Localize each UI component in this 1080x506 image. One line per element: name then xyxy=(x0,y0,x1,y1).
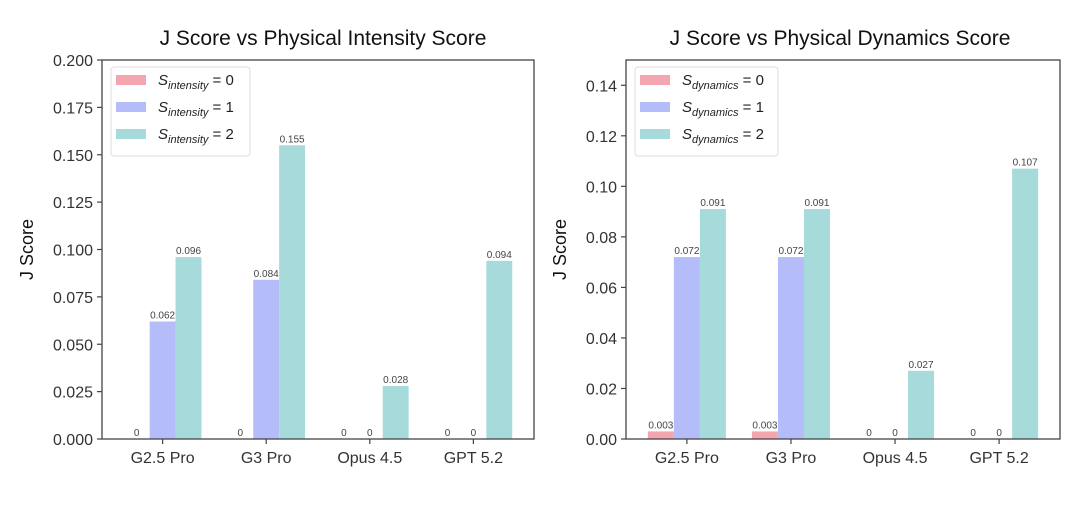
bar xyxy=(751,431,778,439)
y-tick-label: 0.04 xyxy=(586,331,617,348)
bar-value-label: 0.003 xyxy=(648,420,673,431)
legend-label: Sdynamics = 2 xyxy=(682,126,764,146)
bar-value-label: 0.003 xyxy=(752,420,777,431)
legend-swatch xyxy=(640,102,670,112)
legend-swatch xyxy=(640,75,670,85)
x-tick-label: GPT 5.2 xyxy=(444,450,503,467)
bar-value-label: 0.091 xyxy=(700,198,725,209)
intensity-chart: J Score vs Physical Intensity Score J Sco… xyxy=(17,27,535,467)
legend-label: Sdynamics = 1 xyxy=(682,99,764,119)
bar-value-label: 0.072 xyxy=(674,246,699,257)
bar-value-label: 0.155 xyxy=(280,134,305,145)
x-tick-label: Opus 4.5 xyxy=(337,450,402,467)
bar-value-label: 0 xyxy=(238,428,244,439)
bar xyxy=(253,279,280,439)
bar xyxy=(279,145,306,439)
y-tick-label: 0.025 xyxy=(53,385,93,402)
y-tick-label: 0.125 xyxy=(53,195,93,212)
y-axis-label: J Score xyxy=(17,219,37,280)
bar xyxy=(803,209,830,439)
y-tick-label: 0.175 xyxy=(53,100,93,117)
y-tick-label: 0.08 xyxy=(586,230,617,247)
bar xyxy=(149,321,176,439)
y-tick-label: 0.075 xyxy=(53,290,93,307)
dynamics-chart: J Score vs Physical Dynamics Score J Scor… xyxy=(550,27,1061,467)
bar xyxy=(673,257,700,439)
bar-value-label: 0 xyxy=(367,428,373,439)
bar-value-label: 0.107 xyxy=(1013,158,1038,169)
x-tick-label: G2.5 Pro xyxy=(655,450,719,467)
chart-title: J Score vs Physical Intensity Score xyxy=(160,27,487,50)
legend-swatch xyxy=(116,102,146,112)
y-tick-label: 0.10 xyxy=(586,179,617,196)
bar-value-label: 0 xyxy=(892,428,898,439)
legend-swatch xyxy=(116,129,146,139)
x-tick-label: Opus 4.5 xyxy=(863,450,928,467)
legend-swatch xyxy=(640,129,670,139)
bar xyxy=(777,257,804,439)
bar-value-label: 0.094 xyxy=(487,250,512,261)
y-tick-label: 0.06 xyxy=(586,280,617,297)
bar-value-label: 0.091 xyxy=(804,198,829,209)
x-tick-label: GPT 5.2 xyxy=(969,450,1028,467)
bar-value-label: 0.027 xyxy=(909,360,934,371)
y-tick-label: 0.00 xyxy=(586,432,617,449)
x-tick-label: G3 Pro xyxy=(766,450,817,467)
bar xyxy=(699,209,726,439)
bar-value-label: 0 xyxy=(866,428,872,439)
legend-box xyxy=(634,66,779,157)
y-tick-label: 0.100 xyxy=(53,243,93,260)
bar-value-label: 0 xyxy=(471,428,477,439)
legend-swatch xyxy=(116,75,146,85)
bar-value-label: 0 xyxy=(134,428,140,439)
bar-value-label: 0 xyxy=(445,428,451,439)
x-tick-label: G2.5 Pro xyxy=(131,450,195,467)
bar-value-label: 0.084 xyxy=(254,269,279,280)
legend-label: Sintensity = 1 xyxy=(158,99,234,119)
bar-value-label: 0 xyxy=(970,428,976,439)
axes-frame xyxy=(625,59,1061,440)
bar-value-label: 0.072 xyxy=(778,246,803,257)
y-axis-label: J Score xyxy=(550,219,570,280)
bar-value-label: 0 xyxy=(341,428,347,439)
y-tick-label: 0.200 xyxy=(53,53,93,70)
legend-label: Sintensity = 0 xyxy=(158,72,234,92)
y-tick-label: 0.02 xyxy=(586,381,617,398)
y-tick-label: 0.150 xyxy=(53,148,93,165)
legend-label: Sdynamics = 0 xyxy=(682,72,764,92)
y-tick-label: 0.12 xyxy=(586,129,617,146)
y-tick-label: 0.14 xyxy=(586,78,617,95)
legend: Sintensity = 0 Sintensity = 1 Sintensity =… xyxy=(110,66,251,157)
bar xyxy=(1012,168,1039,439)
bar-value-label: 0.028 xyxy=(383,375,408,386)
chart-title: J Score vs Physical Dynamics Score xyxy=(670,27,1011,50)
bar xyxy=(647,431,674,439)
legend-label: Sintensity = 2 xyxy=(158,126,234,146)
bar xyxy=(908,370,935,439)
bar xyxy=(175,257,202,439)
y-tick-label: 0.000 xyxy=(53,432,93,449)
x-tick-label: G3 Pro xyxy=(241,450,292,467)
bar xyxy=(382,385,409,439)
bar-value-label: 0 xyxy=(996,428,1002,439)
bar-value-label: 0.062 xyxy=(150,311,175,322)
y-tick-label: 0.050 xyxy=(53,337,93,354)
legend: Sdynamics = 0 Sdynamics = 1 Sdynamics = 2 xyxy=(634,66,779,157)
bar-value-label: 0.096 xyxy=(176,246,201,257)
bar xyxy=(486,260,513,439)
